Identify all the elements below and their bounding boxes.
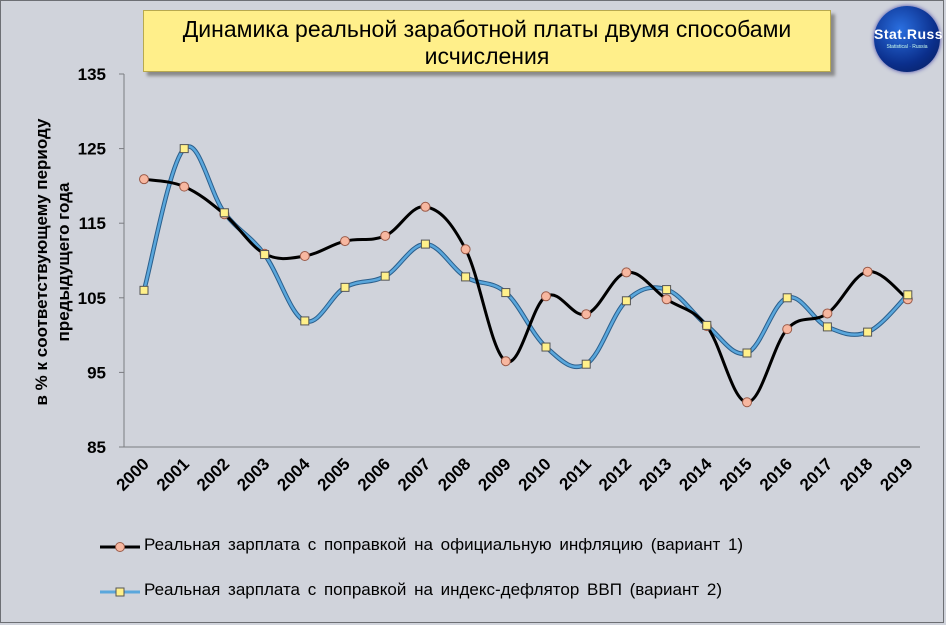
series-2-point: [300, 316, 310, 326]
series-1-point: [862, 266, 873, 277]
series-1-point: [621, 267, 632, 278]
y-tick-label: 125: [78, 140, 106, 159]
chart-title: Динамика реальной заработной платы двумя…: [143, 10, 831, 72]
series-1-point: [139, 174, 149, 185]
series-2-point: [380, 271, 390, 281]
series-2-point: [340, 282, 350, 292]
x-tick-label: 2012: [595, 454, 635, 494]
x-tick-label: 2016: [756, 454, 796, 494]
series-2-point: [702, 320, 712, 330]
x-tick-label: 2015: [716, 454, 756, 494]
series-1-point: [420, 201, 431, 212]
series-1-point: [460, 244, 471, 255]
y-tick-labels: 85 95 105 115 125 135: [78, 65, 106, 457]
x-tick-label: 2014: [675, 454, 716, 495]
x-tick-label: 2018: [836, 454, 876, 494]
series-2-point: [139, 285, 149, 295]
series-2-point: [863, 327, 873, 337]
series-2-point: [822, 322, 832, 332]
stat-russ-logo: Stat.Russ Statistical · Russia: [874, 6, 944, 72]
series-2-point: [501, 288, 511, 298]
series-2-point: [541, 342, 551, 352]
series-1-point: [380, 230, 391, 241]
legend-label-series-2: Реальная зарплата с поправкой на индекс-…: [144, 580, 723, 599]
x-tick-label: 2008: [434, 454, 474, 494]
x-tick-label: 2009: [474, 454, 514, 494]
series-2-point: [621, 296, 631, 306]
y-tick-label: 115: [79, 214, 106, 233]
series-2-point: [742, 348, 752, 358]
legend-swatch-series-2: [100, 587, 140, 597]
series-2-point: [219, 208, 229, 218]
x-tick-label: 2000: [113, 454, 153, 494]
x-tick-label: 2010: [515, 454, 555, 494]
series-1-point: [782, 324, 793, 335]
series-2-point: [179, 144, 189, 154]
y-tick-label: 95: [87, 363, 106, 382]
x-tick-label: 2002: [193, 454, 233, 494]
x-tick-label: 2004: [273, 454, 314, 495]
legend-swatch-series-1: [100, 542, 140, 552]
series-1-point: [822, 308, 833, 319]
y-tick-label: 85: [87, 438, 106, 457]
x-tick-label: 2003: [233, 454, 273, 494]
x-tick-label: 2017: [796, 454, 836, 494]
series-2-point: [662, 285, 672, 295]
series-1-point: [299, 251, 310, 262]
series-2-point: [461, 272, 471, 282]
series-1-point: [340, 236, 350, 247]
series-1-point: [661, 294, 672, 305]
legend-label-series-1: Реальная зарплата с поправкой на официал…: [144, 535, 744, 554]
series-1-point: [500, 356, 511, 367]
logo-subtext: Statistical · Russia: [886, 44, 928, 50]
series-1-point: [541, 291, 551, 302]
x-tick-label: 2005: [314, 454, 354, 494]
series-2-point: [260, 250, 270, 260]
x-tick-label: 2007: [394, 454, 434, 494]
y-tick-label: 135: [78, 65, 106, 84]
series-markers: [139, 144, 913, 408]
x-tick-label: 2011: [556, 454, 596, 494]
logo-text: Stat.Russ: [874, 26, 944, 42]
series-1-point: [179, 181, 190, 192]
x-tick-label: 2006: [354, 454, 394, 494]
series-1-line: [143, 177, 909, 404]
series-2-point: [420, 239, 430, 249]
x-tick-labels: 2000 2001 2002 2003 2004 2005 2006 2007 2008 2009…: [113, 454, 917, 495]
series-1-point: [742, 397, 752, 408]
y-tick-label: 105: [78, 289, 106, 308]
x-tick-label: 2001: [153, 454, 193, 494]
series-2-point: [903, 290, 913, 300]
series-1-point: [581, 309, 592, 320]
axes: [119, 73, 920, 448]
series-2-point: [782, 293, 792, 303]
x-tick-label: 2013: [635, 454, 675, 494]
x-tick-label: 2019: [876, 454, 916, 494]
series-2-point: [581, 359, 591, 369]
series-lines: [141, 144, 910, 404]
